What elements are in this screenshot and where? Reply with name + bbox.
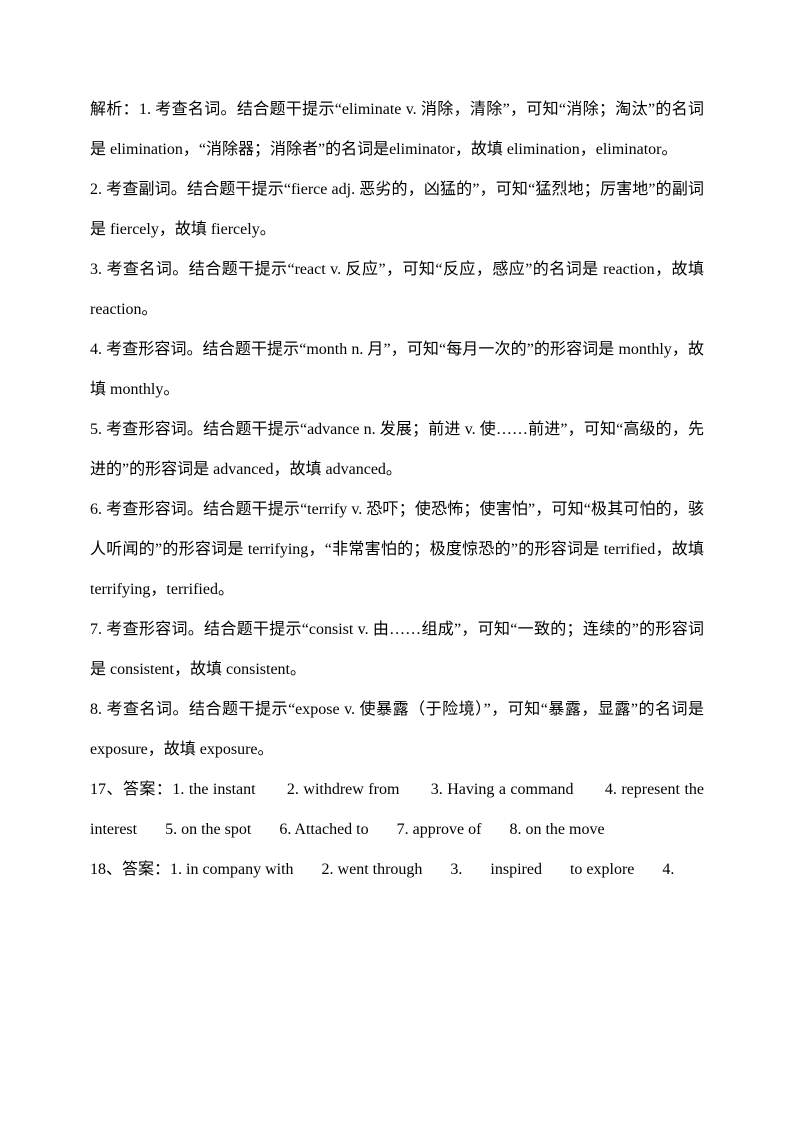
paragraph-9: 17、答案：1. the instant 2. withdrew from 3.… xyxy=(90,770,704,850)
document-page: 解析：1. 考查名词。结合题干提示“eliminate v. 消除，清除”，可知… xyxy=(0,0,794,980)
paragraph-6: 6. 考查形容词。结合题干提示“terrify v. 恐吓；使恐怖；使害怕”，可… xyxy=(90,490,704,610)
paragraph-3: 3. 考查名词。结合题干提示“react v. 反应”，可知“反应，感应”的名词… xyxy=(90,250,704,330)
paragraph-1: 解析：1. 考查名词。结合题干提示“eliminate v. 消除，清除”，可知… xyxy=(90,90,704,170)
paragraph-5: 5. 考查形容词。结合题干提示“advance n. 发展；前进 v. 使……前… xyxy=(90,410,704,490)
paragraph-2: 2. 考查副词。结合题干提示“fierce adj. 恶劣的，凶猛的”，可知“猛… xyxy=(90,170,704,250)
paragraph-4: 4. 考查形容词。结合题干提示“month n. 月”，可知“每月一次的”的形容… xyxy=(90,330,704,410)
paragraph-8: 8. 考查名词。结合题干提示“expose v. 使暴露（于险境）”，可知“暴露… xyxy=(90,690,704,770)
paragraph-10: 18、答案：1. in company with 2. went through… xyxy=(90,850,704,890)
paragraph-7: 7. 考查形容词。结合题干提示“consist v. 由……组成”，可知“一致的… xyxy=(90,610,704,690)
